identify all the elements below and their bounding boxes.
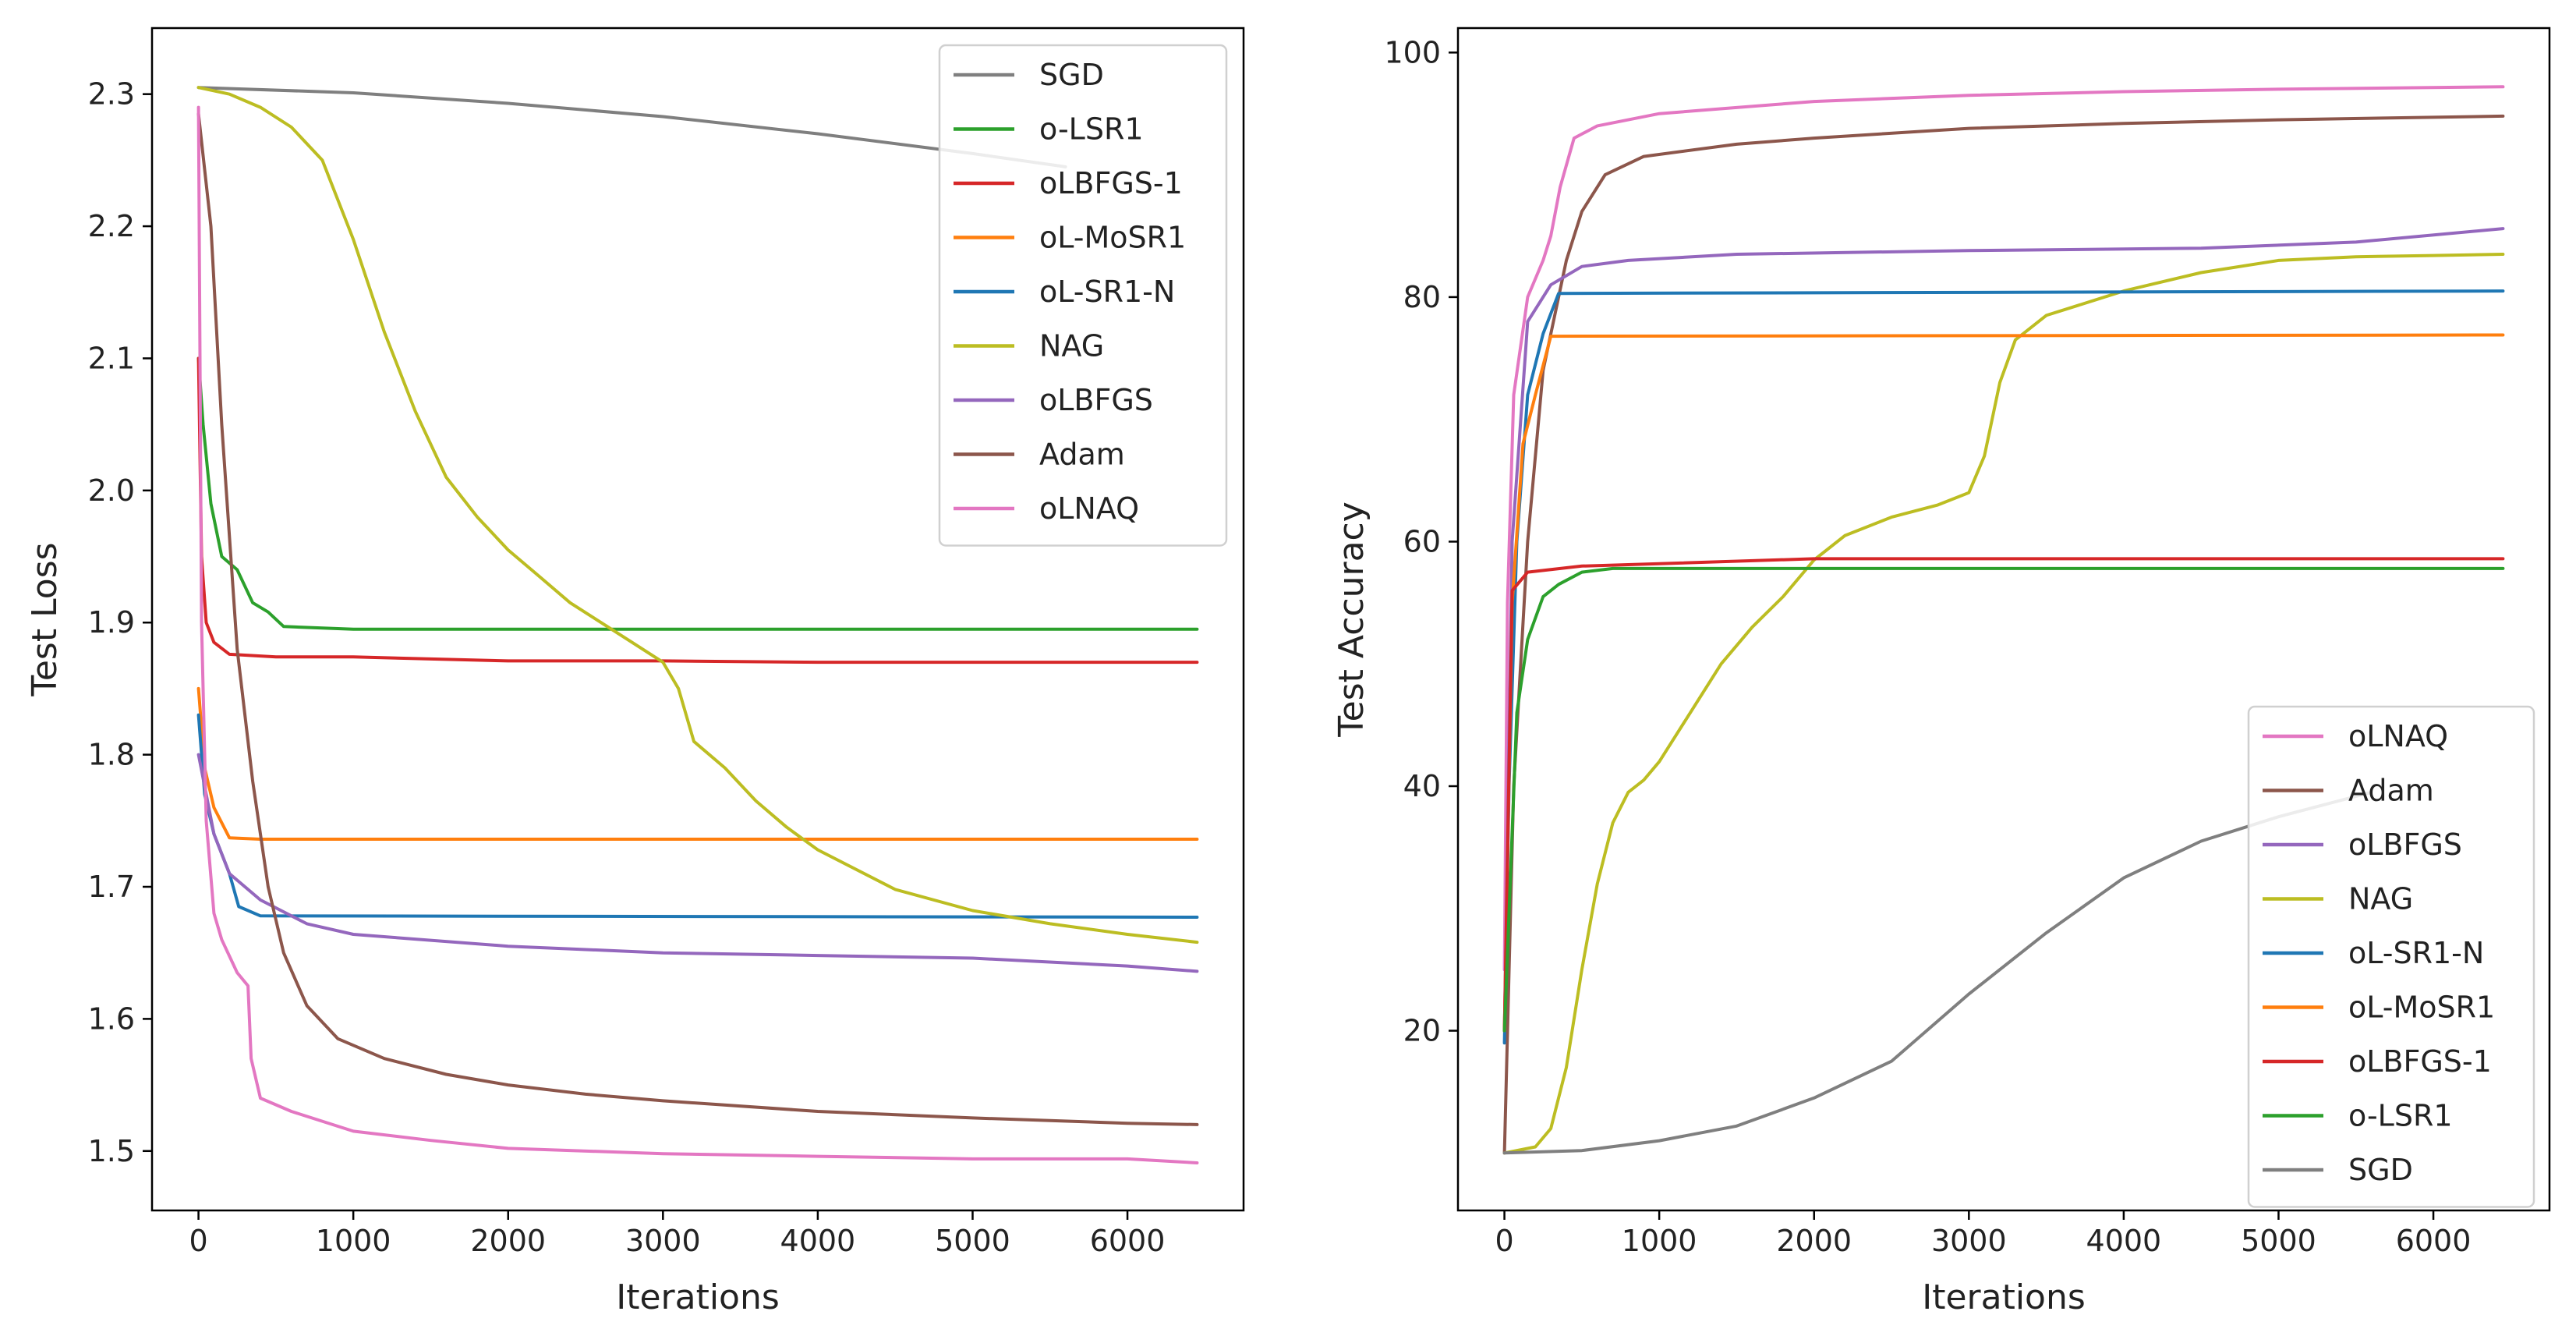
accuracy-x-tick-label: 1000	[1622, 1224, 1697, 1258]
loss-legend-box	[938, 44, 1228, 547]
loss-y-tick-label: 1.7	[88, 870, 135, 904]
loss-x-tick-label: 3000	[625, 1224, 701, 1258]
loss-x-tick-label: 4000	[780, 1224, 856, 1258]
accuracy-x-tick-label: 3000	[1931, 1224, 2007, 1258]
loss-y-axis: 1.5 1.6 1.7 1.8 1.9 2.0 2.1 2.2 2.3	[88, 77, 152, 1168]
accuracy-series-line-sgd	[1502, 790, 2373, 1155]
accuracy-legend-label: SGD	[2348, 1153, 2413, 1187]
loss-series-line-sgd	[196, 86, 1067, 168]
accuracy-series-line-olbfgs-1	[1502, 557, 2505, 1033]
accuracy-x-tick-label: 0	[1495, 1224, 1513, 1258]
loss-series-line-olnaq	[196, 105, 1199, 1164]
loss-legend: SGD o-LSR1 oLBFGS-1 oL-MoSR1 oL-SR1-N NAG oLBF…	[938, 44, 1228, 547]
accuracy-x-tick-label: 2000	[1776, 1224, 1852, 1258]
loss-legend-label: SGD	[1039, 58, 1104, 92]
accuracy-series-line-olbfgs	[1502, 227, 2505, 1033]
accuracy-legend: oLNAQ Adam oLBFGS NAG oL-SR1-N oL-MoSR1 oLBFGS…	[2247, 705, 2535, 1208]
loss-x-tick-label: 1000	[316, 1224, 391, 1258]
accuracy-legend-label: oL-SR1-N	[2348, 936, 2484, 970]
loss-y-tick-label: 2.2	[88, 209, 135, 243]
accuracy-legend-label: oLBFGS-1	[2348, 1044, 2492, 1079]
loss-legend-label: oL-MoSR1	[1039, 221, 1186, 255]
loss-legend-label: NAG	[1039, 329, 1104, 363]
loss-y-tick-label: 1.6	[88, 1001, 135, 1036]
accuracy-x-tick-label: 5000	[2241, 1224, 2316, 1258]
accuracy-legend-label: oL-MoSR1	[2348, 991, 2495, 1025]
loss-series-line-olbfgs	[196, 753, 1199, 973]
loss-series-line-nag	[196, 86, 1199, 944]
loss-series-line-ol-mosr1	[196, 686, 1199, 841]
accuracy-lines	[1502, 85, 2505, 1155]
loss-chart: 0 1000 2000 3000 4000 5000 6000 1.51.61.71.81.…	[25, 27, 1245, 1317]
loss-lines	[196, 86, 1199, 1164]
accuracy-x-tick-label: 6000	[2396, 1224, 2472, 1258]
loss-x-axis-label: Iterations	[616, 1278, 780, 1317]
loss-legend-label: oL-SR1-N	[1039, 275, 1175, 309]
accuracy-y-tick-label: 60	[1403, 524, 1441, 558]
accuracy-legend-label: oLBFGS	[2348, 828, 2462, 862]
loss-y-tick-label: 2.0	[88, 473, 135, 508]
accuracy-y-tick-label: 100	[1384, 35, 1441, 69]
accuracy-x-tick-label: 4000	[2086, 1224, 2162, 1258]
accuracy-y-tick-label: 40	[1403, 769, 1441, 803]
loss-x-tick-label: 5000	[935, 1224, 1010, 1258]
loss-series-line-o-lsr1	[196, 356, 1199, 631]
loss-x-tick-label: 2000	[470, 1224, 546, 1258]
loss-legend-label: oLBFGS-1	[1039, 166, 1183, 200]
accuracy-legend-label: oLNAQ	[2348, 719, 2448, 753]
loss-y-tick-label: 2.3	[88, 77, 135, 112]
loss-plot-frame	[150, 27, 1245, 1212]
loss-x-axis: 0 1000 2000 3000 4000 5000 6000	[189, 1210, 1165, 1258]
loss-y-tick-label: 1.9	[88, 605, 135, 640]
loss-y-tick-label: 1.5	[88, 1134, 135, 1168]
accuracy-plot-frame	[1456, 27, 2551, 1212]
loss-series-line-olbfgs-1	[196, 356, 1199, 664]
loss-y-tick-label: 2.1	[88, 341, 135, 375]
accuracy-y-tick-label: 20	[1403, 1014, 1441, 1048]
loss-x-tick-label: 6000	[1090, 1224, 1166, 1258]
loss-x-tick-label: 0	[189, 1224, 207, 1258]
accuracy-legend-label: NAG	[2348, 882, 2413, 916]
loss-legend-label: oLBFGS	[1039, 383, 1153, 417]
accuracy-legend-label: o-LSR1	[2348, 1099, 2453, 1133]
loss-y-axis-label: Test Loss	[25, 542, 65, 696]
accuracy-series-line-o-lsr1	[1502, 566, 2505, 1033]
loss-y-tick-label: 1.8	[88, 738, 135, 772]
accuracy-legend-label: Adam	[2348, 774, 2434, 808]
loss-legend-label: Adam	[1039, 438, 1125, 472]
loss-series-line-adam	[196, 112, 1199, 1126]
loss-legend-label: oLNAQ	[1039, 491, 1139, 526]
accuracy-series-line-olnaq	[1502, 85, 2505, 972]
accuracy-chart: 0 1000 2000 3000 4000 5000 6000 20 40 60 80 100 It…	[1332, 27, 2551, 1317]
accuracy-y-axis-label: Test Accuracy	[1332, 501, 1371, 738]
accuracy-series-line-adam	[1502, 114, 2505, 1155]
accuracy-x-axis: 0 1000 2000 3000 4000 5000 6000	[1495, 1210, 2471, 1258]
accuracy-y-tick-label: 80	[1403, 280, 1441, 314]
loss-legend-label: o-LSR1	[1039, 112, 1144, 147]
accuracy-legend-box	[2247, 705, 2535, 1208]
accuracy-y-axis: 20 40 60 80 100	[1384, 35, 1458, 1048]
accuracy-x-axis-label: Iterations	[1922, 1278, 2086, 1317]
